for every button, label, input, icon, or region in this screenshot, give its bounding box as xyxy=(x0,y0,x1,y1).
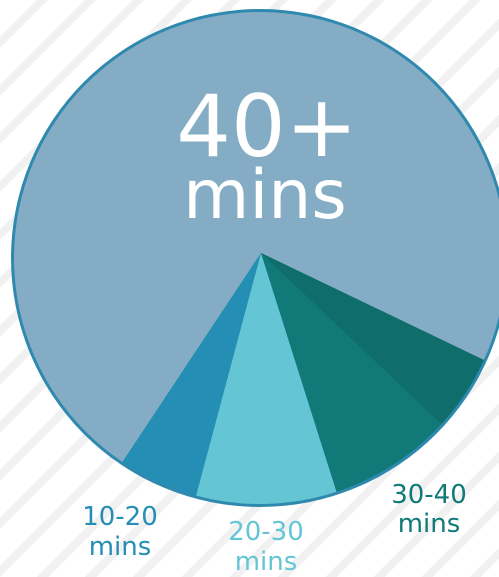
slice-label-40-plus-value: 40+ xyxy=(176,77,358,177)
slice-label-40-plus-unit: mins xyxy=(183,156,347,235)
slice-label-30-40-range: 30-40 xyxy=(391,480,467,510)
slice-label-20-30-unit: mins xyxy=(235,547,298,577)
pie-slice-30-40 xyxy=(261,253,484,492)
slice-label-30-40-unit: mins xyxy=(398,509,461,539)
slice-label-10-20-range: 10-20 xyxy=(82,502,158,532)
pie-slice-30-40-shade xyxy=(261,253,484,425)
pie-slice-10-20 xyxy=(122,253,262,496)
slice-label-10-20-unit: mins xyxy=(89,532,152,562)
pie-slice-20-30 xyxy=(196,253,337,504)
pie-slice-40-plus xyxy=(14,12,499,462)
slice-label-20-30-range: 20-30 xyxy=(228,517,304,547)
